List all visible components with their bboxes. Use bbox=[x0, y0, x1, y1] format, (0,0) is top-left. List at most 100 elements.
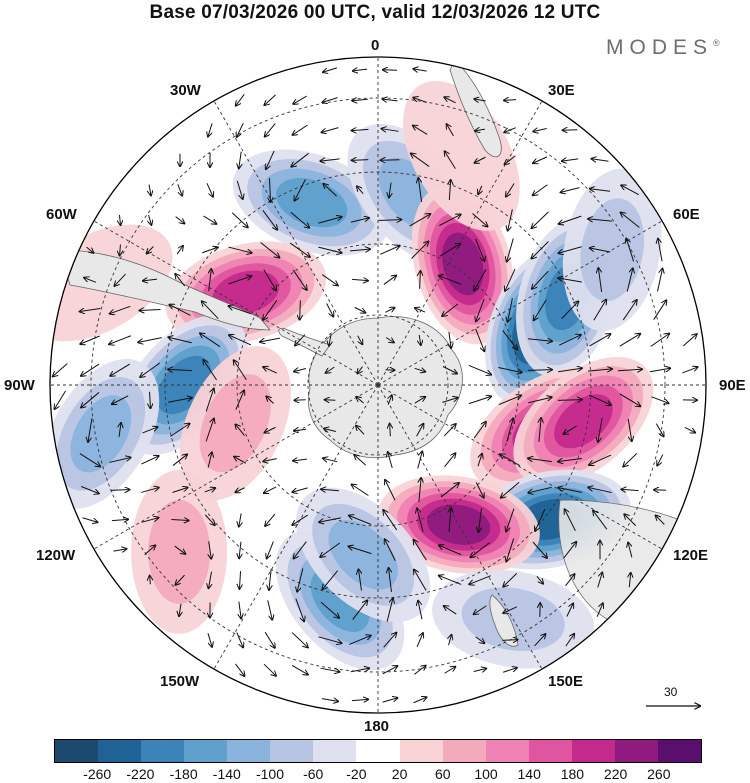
wind-vector bbox=[353, 69, 368, 71]
wind-vector bbox=[352, 485, 369, 496]
wind-vector bbox=[444, 453, 456, 468]
wind-vector bbox=[350, 218, 369, 223]
wind-vector bbox=[239, 571, 240, 589]
colorbar-tick-label: 220 bbox=[603, 766, 628, 782]
wind-vector bbox=[326, 303, 334, 317]
wind-vector bbox=[385, 539, 396, 561]
wind-vector bbox=[349, 516, 372, 525]
wind-vector bbox=[415, 308, 426, 312]
wind-vector bbox=[177, 184, 182, 195]
wind-vector bbox=[323, 458, 338, 461]
wind-vector bbox=[478, 185, 482, 194]
wind-vector bbox=[321, 489, 339, 491]
wind-vector bbox=[532, 211, 549, 228]
wind-vector bbox=[237, 122, 244, 137]
wind-vector bbox=[657, 269, 662, 292]
wind-vector bbox=[528, 486, 552, 492]
wind-vector bbox=[292, 514, 308, 525]
wind-vector bbox=[650, 334, 669, 347]
wind-vector bbox=[292, 269, 307, 290]
wind-vector bbox=[469, 575, 491, 585]
wind-vector bbox=[352, 600, 368, 620]
wind-vector bbox=[318, 246, 341, 253]
wind-vector bbox=[655, 423, 663, 437]
wind-vector bbox=[262, 210, 277, 229]
wind-vector bbox=[626, 239, 635, 262]
wind-vector bbox=[235, 663, 245, 676]
wind-vector bbox=[682, 334, 696, 347]
wind-vector bbox=[174, 545, 186, 554]
wind-vector bbox=[498, 395, 521, 406]
wind-vector bbox=[203, 360, 217, 381]
wind-vector bbox=[205, 389, 214, 412]
wind-vector bbox=[411, 153, 430, 167]
modes-logo: MODES® bbox=[606, 36, 720, 60]
colorbar-tick-label: -20 bbox=[346, 766, 367, 782]
wind-vector bbox=[445, 151, 456, 169]
wind-vector bbox=[236, 180, 242, 199]
wind-vector bbox=[414, 570, 427, 591]
wind-vector bbox=[439, 214, 460, 226]
wind-vector bbox=[294, 368, 307, 371]
wind-vector bbox=[318, 217, 341, 224]
wind-vector bbox=[144, 545, 156, 556]
wind-vector bbox=[265, 513, 276, 526]
wind-vector bbox=[417, 451, 423, 469]
wind-vector bbox=[416, 633, 423, 648]
wind-vector bbox=[502, 668, 517, 673]
wind-vector bbox=[439, 545, 462, 556]
wind-vector bbox=[621, 185, 639, 196]
colorbar-tick-label: -180 bbox=[169, 766, 198, 782]
wind-vector bbox=[475, 636, 485, 643]
wind-vectors bbox=[53, 68, 698, 703]
wind-vector bbox=[352, 129, 369, 130]
wind-vector bbox=[588, 394, 611, 405]
lon-label-30w: 30W bbox=[170, 82, 201, 99]
wind-vector bbox=[418, 178, 423, 202]
wind-vector bbox=[389, 568, 392, 592]
wind-vector bbox=[473, 422, 486, 439]
wind-vector bbox=[357, 186, 364, 194]
wind-vector bbox=[501, 481, 520, 498]
wind-vector bbox=[138, 337, 162, 343]
wind-vector bbox=[323, 67, 338, 72]
wind-vector bbox=[88, 418, 93, 442]
wind-vector bbox=[470, 542, 490, 558]
wind-vector bbox=[267, 541, 274, 559]
wind-vector bbox=[390, 424, 391, 437]
wind-vector bbox=[592, 159, 609, 161]
latitude-circle-75s bbox=[307, 314, 449, 456]
wind-vector bbox=[503, 606, 517, 613]
wind-vector bbox=[110, 490, 129, 491]
wind-vector bbox=[649, 368, 670, 373]
wind-vector bbox=[533, 184, 548, 195]
wind-vector bbox=[506, 508, 515, 532]
colorbar-segment bbox=[657, 740, 701, 762]
wind-vector bbox=[356, 426, 365, 435]
wind-vector bbox=[349, 636, 371, 645]
wind-vector bbox=[239, 151, 241, 169]
wind-vector bbox=[505, 268, 516, 291]
wind-vector bbox=[385, 480, 396, 501]
wind-vector bbox=[472, 213, 487, 226]
wind-vector bbox=[563, 425, 577, 434]
wind-vector bbox=[318, 636, 341, 643]
wind-vector bbox=[383, 633, 397, 648]
wind-vector bbox=[295, 179, 306, 200]
meridian-line bbox=[93, 384, 379, 550]
wind-vector bbox=[357, 335, 363, 345]
wind-vector bbox=[562, 159, 579, 161]
wind-vector bbox=[439, 276, 462, 285]
wind-vector bbox=[507, 238, 514, 261]
wind-vector bbox=[561, 187, 580, 193]
colorbar-tick-label: 140 bbox=[517, 766, 541, 782]
wind-vector bbox=[508, 298, 513, 322]
wind-vector bbox=[81, 486, 99, 494]
wind-vector bbox=[527, 370, 552, 371]
wind-vector bbox=[414, 540, 427, 561]
wind-vector bbox=[468, 396, 491, 405]
wind-vector bbox=[413, 666, 425, 675]
wind-vector bbox=[389, 182, 391, 198]
wind-vector bbox=[409, 214, 431, 227]
wind-vector bbox=[113, 549, 126, 551]
